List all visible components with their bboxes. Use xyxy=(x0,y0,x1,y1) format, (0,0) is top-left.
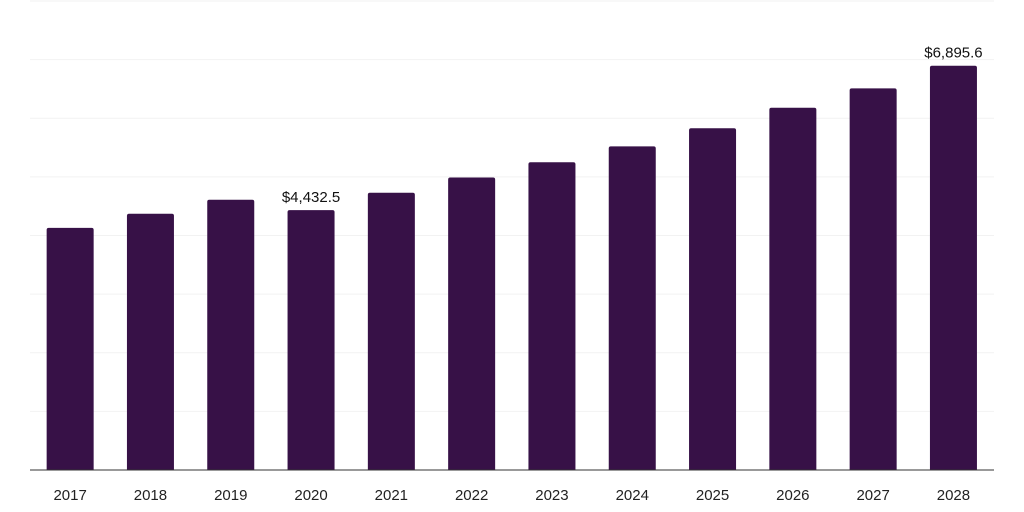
x-tick-label-2018: 2018 xyxy=(134,487,167,504)
bar-2020 xyxy=(287,210,335,470)
x-tick-label-2022: 2022 xyxy=(455,487,488,504)
x-tick-label-2024: 2024 xyxy=(616,487,649,504)
bar-2018 xyxy=(126,213,174,470)
bar-2024 xyxy=(608,146,656,470)
bar-2026 xyxy=(769,107,817,470)
data-label-2028: $6,895.6 xyxy=(924,45,982,62)
x-axis-ticks: 2017 2018 2019 2020 2021 2022 2023 2024 2025 2026… xyxy=(53,487,970,504)
bars xyxy=(46,65,977,471)
bar-2017 xyxy=(46,227,94,470)
x-tick-label-2026: 2026 xyxy=(776,487,809,504)
bar-2019 xyxy=(207,199,255,470)
bar-2021 xyxy=(367,192,415,471)
gridlines xyxy=(30,0,994,412)
bar-2022 xyxy=(448,177,496,470)
bar-2028 xyxy=(929,65,977,470)
data-labels: $4,432.5 $6,895.6 xyxy=(282,45,983,206)
x-tick-label-2020: 2020 xyxy=(294,487,327,504)
x-tick-label-2017: 2017 xyxy=(53,487,86,504)
bar-2025 xyxy=(689,128,737,470)
data-label-2020: $4,432.5 xyxy=(282,189,340,206)
x-tick-label-2023: 2023 xyxy=(535,487,568,504)
x-tick-label-2027: 2027 xyxy=(856,487,889,504)
x-tick-label-2028: 2028 xyxy=(937,487,970,504)
bar-2023 xyxy=(528,162,576,470)
x-tick-label-2019: 2019 xyxy=(214,487,247,504)
x-tick-label-2021: 2021 xyxy=(375,487,408,504)
bar-2027 xyxy=(849,88,897,470)
x-tick-label-2025: 2025 xyxy=(696,487,729,504)
